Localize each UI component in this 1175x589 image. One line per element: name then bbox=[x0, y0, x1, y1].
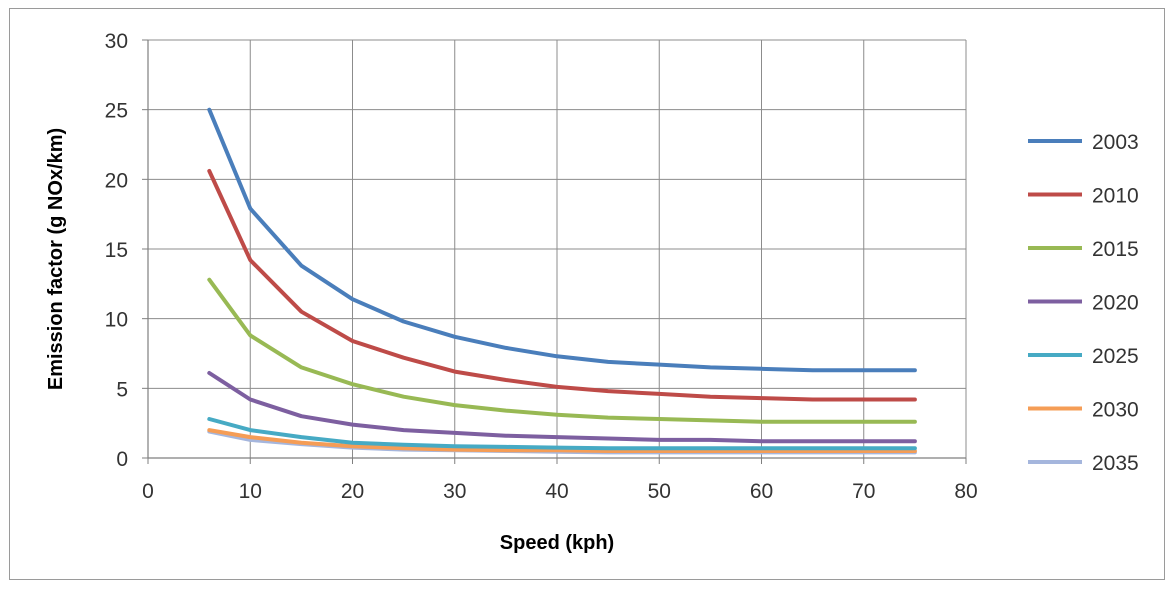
x-tick-labels: 0 10 20 30 40 50 60 70 80 bbox=[142, 480, 978, 503]
y-axis-title: Emission factor (g NOx/km) bbox=[45, 128, 67, 390]
x-tick-label-0: 0 bbox=[142, 480, 154, 503]
gridlines bbox=[148, 39, 967, 458]
series-lines bbox=[207, 107, 917, 455]
series-line-2025 bbox=[207, 417, 917, 451]
y-tick-label-30: 30 bbox=[105, 30, 128, 53]
series-line-2020 bbox=[207, 371, 917, 444]
y-tick-labels: 0 5 10 15 20 25 30 bbox=[105, 30, 128, 471]
y-tick-label-0: 0 bbox=[116, 448, 128, 471]
legend-label-2020: 2020 bbox=[1092, 292, 1139, 315]
legend-label-2010: 2010 bbox=[1092, 185, 1139, 208]
x-tick-label-40: 40 bbox=[545, 480, 568, 503]
series-line-2030 bbox=[207, 428, 917, 453]
series-line-2015 bbox=[207, 277, 917, 424]
y-tick-label-20: 20 bbox=[105, 169, 128, 192]
x-tick-label-20: 20 bbox=[341, 480, 364, 503]
x-axis-title: Speed (kph) bbox=[500, 532, 614, 554]
series-line-2003 bbox=[207, 107, 917, 373]
y-tick-label-10: 10 bbox=[105, 309, 128, 332]
x-tick-label-60: 60 bbox=[750, 480, 773, 503]
x-tick-label-50: 50 bbox=[648, 480, 671, 503]
legend-label-2003: 2003 bbox=[1092, 131, 1139, 154]
legend-label-2035: 2035 bbox=[1092, 452, 1139, 475]
legend-label-2030: 2030 bbox=[1092, 399, 1139, 422]
legend-label-2015: 2015 bbox=[1092, 238, 1139, 261]
chart-frame bbox=[9, 8, 1165, 580]
x-tick-label-70: 70 bbox=[852, 480, 875, 503]
y-tick-label-15: 15 bbox=[105, 239, 128, 262]
axes bbox=[142, 39, 967, 464]
x-tick-label-30: 30 bbox=[443, 480, 466, 503]
series-line-2010 bbox=[207, 169, 917, 402]
x-tick-label-10: 10 bbox=[239, 480, 262, 503]
y-tick-label-5: 5 bbox=[116, 378, 128, 401]
legend: 2003 2010 2015 2020 2025 2030 2035 bbox=[1028, 131, 1139, 475]
y-tick-label-25: 25 bbox=[105, 100, 128, 123]
legend-label-2025: 2025 bbox=[1092, 345, 1139, 368]
x-tick-label-80: 80 bbox=[954, 480, 977, 503]
